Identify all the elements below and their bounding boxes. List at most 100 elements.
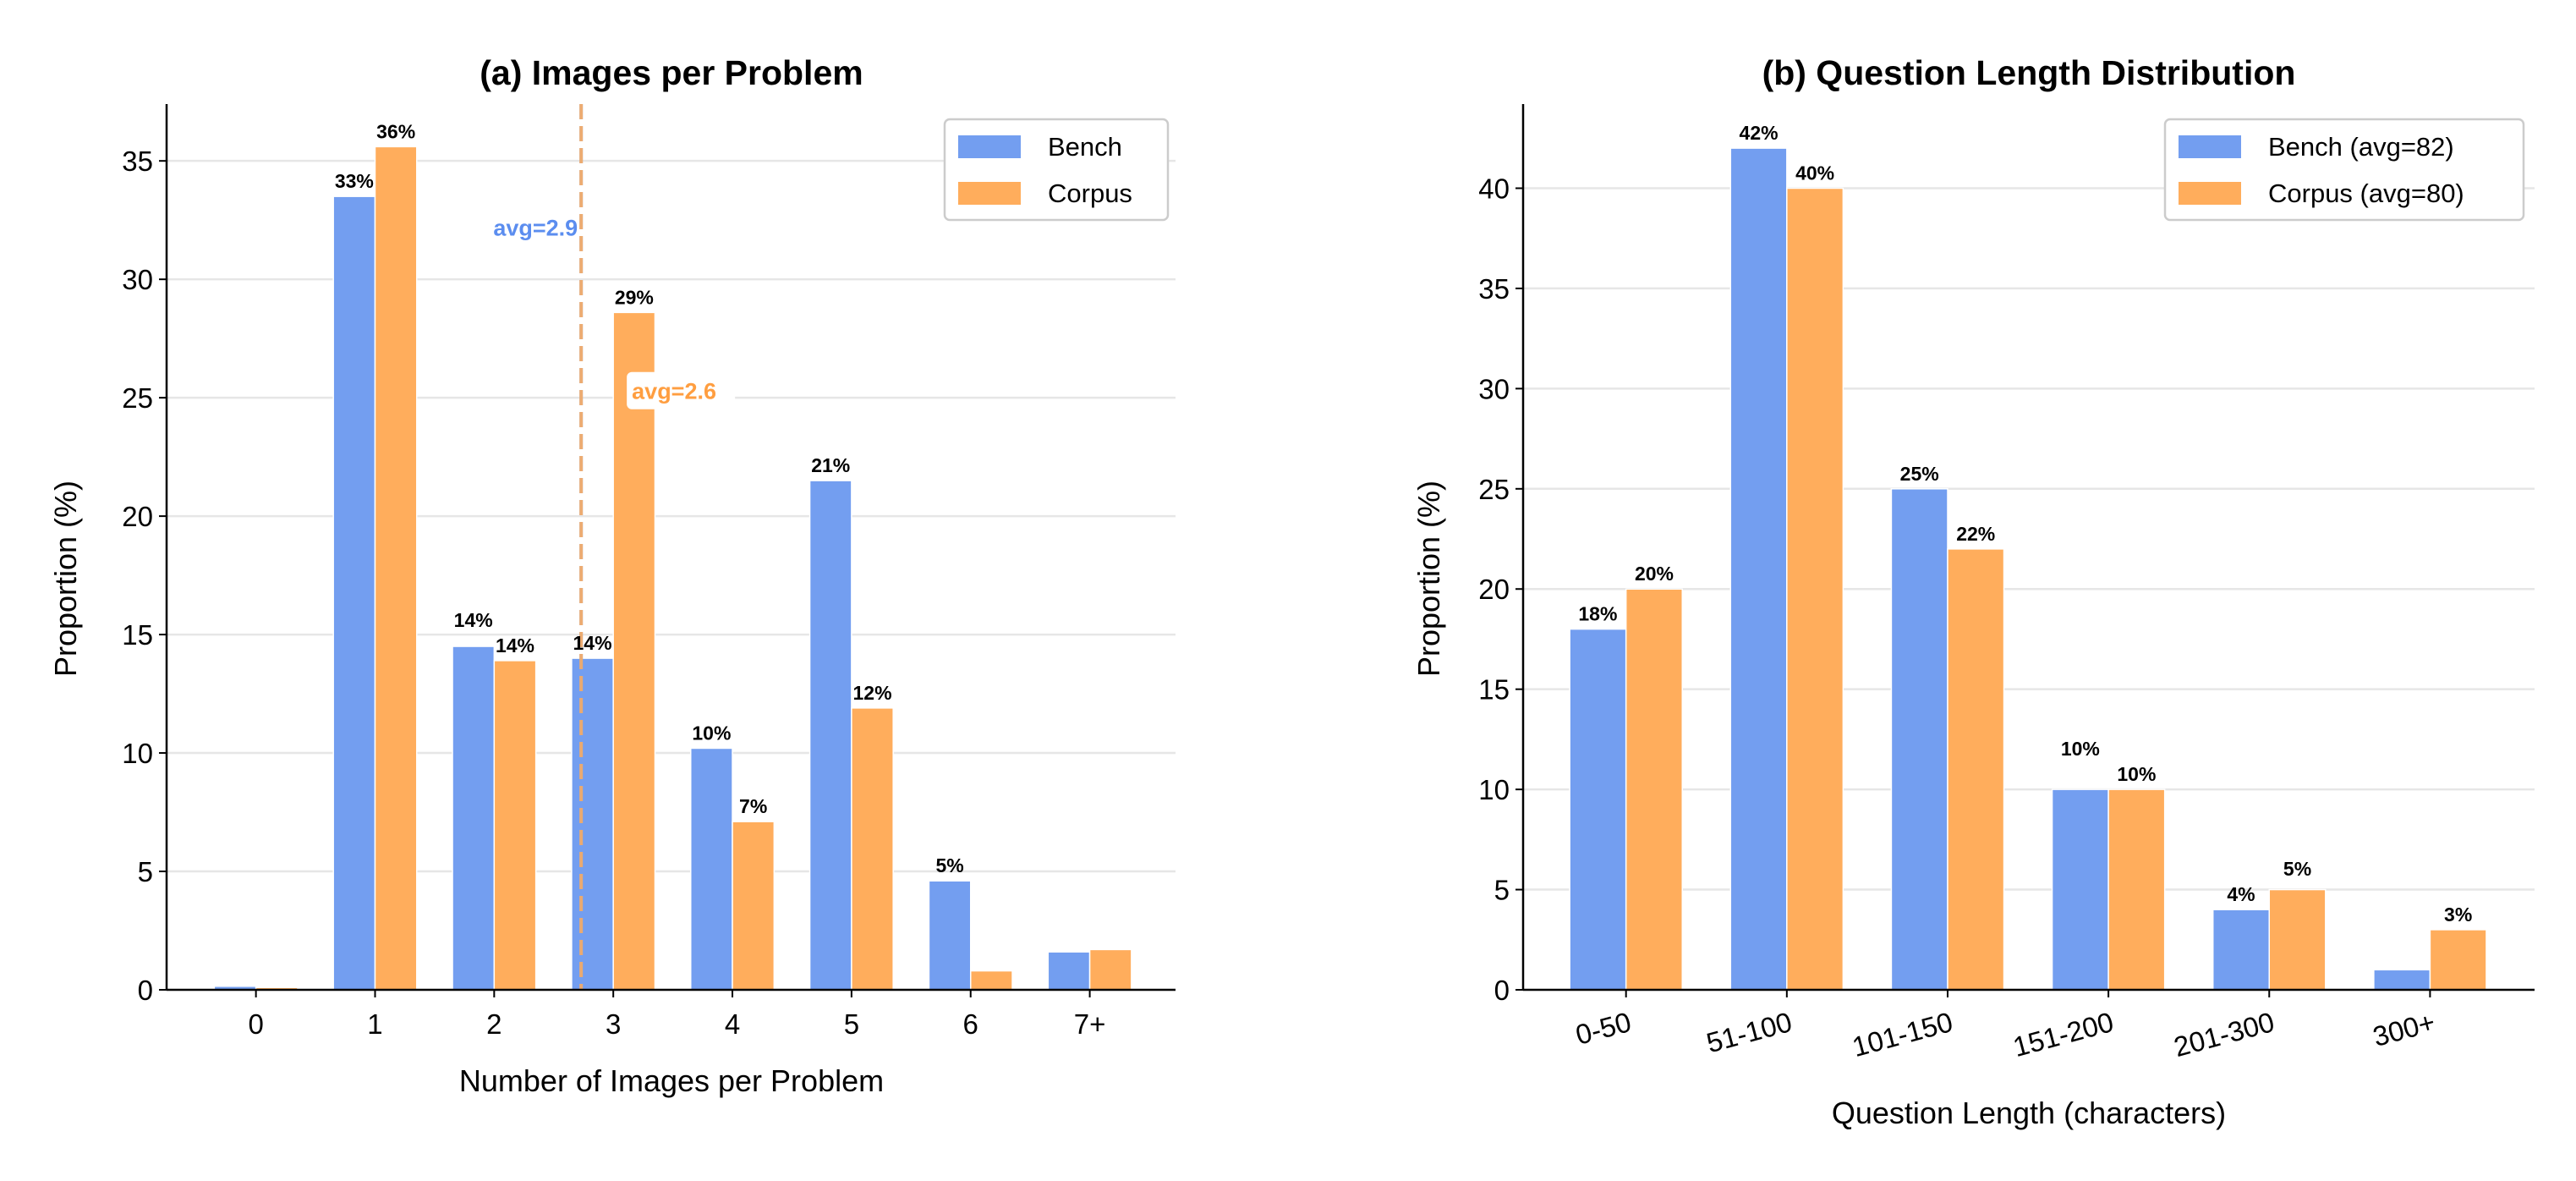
y-tick-label: 10: [122, 738, 153, 769]
x-tick-label: 201-300: [2171, 1006, 2278, 1063]
bar-corpus: [493, 660, 537, 991]
x-tick-label: 4: [725, 1008, 740, 1040]
x-tick-label: 101-150: [1849, 1006, 1956, 1063]
bar-bench: [2051, 788, 2109, 991]
bar-value-label: 21%: [811, 454, 850, 476]
y-tick-label: 5: [138, 856, 153, 887]
bar-value-label: 36%: [376, 120, 415, 142]
bar-bench: [1047, 951, 1091, 991]
bar-corpus: [1625, 588, 1683, 991]
bar-value-label: 10%: [2117, 763, 2156, 785]
bar-bench: [1569, 628, 1627, 991]
y-axis-label: Proportion (%): [48, 481, 83, 677]
x-tick-label: 1: [367, 1008, 382, 1040]
bar-value-label: 14%: [454, 609, 493, 631]
bar-value-label: 18%: [1578, 603, 1617, 625]
chart-title: (a) Images per Problem: [480, 53, 863, 92]
bar-bench: [689, 747, 733, 991]
x-tick-label: 7+: [1074, 1008, 1106, 1040]
bar-corpus: [374, 146, 418, 991]
bar-corpus: [1947, 548, 2005, 991]
bar-bench: [1890, 488, 1948, 991]
bar-value-label: 25%: [1900, 463, 1939, 485]
y-tick-label: 0: [1494, 975, 1510, 1006]
y-tick-label: 5: [1494, 875, 1510, 906]
legend-label-corpus: Corpus (avg=80): [2268, 179, 2464, 208]
bar-value-label: 33%: [335, 170, 374, 192]
y-tick-label: 20: [1478, 574, 1510, 605]
x-axis-label: Number of Images per Problem: [459, 1063, 884, 1098]
y-tick-label: 35: [1478, 273, 1510, 305]
legend-swatch-bench: [2179, 135, 2241, 158]
bar-corpus: [1786, 187, 1844, 991]
legend-swatch-corpus: [2179, 182, 2241, 205]
bar-value-label: 22%: [1956, 523, 1995, 545]
bar-corpus: [2429, 929, 2487, 991]
y-tick-label: 15: [122, 619, 153, 651]
bar-bench: [571, 657, 614, 991]
y-tick-label: 30: [1478, 373, 1510, 404]
legend-box: [2163, 118, 2525, 222]
x-tick-label: 151-200: [2009, 1006, 2117, 1063]
legend-swatch-bench: [958, 135, 1021, 158]
bar-bench: [2212, 909, 2271, 991]
avg-annotation-corpus: avg=2.6: [632, 379, 716, 404]
y-tick-label: 30: [122, 264, 153, 295]
legend: Bench (avg=82) Corpus (avg=80): [2163, 118, 2525, 222]
bar-value-label: 14%: [573, 632, 612, 654]
bar-value-label: 7%: [739, 795, 767, 817]
x-tick-label: 3: [606, 1008, 621, 1040]
x-tick-label: 51-100: [1703, 1006, 1795, 1058]
bar-value-label: 10%: [692, 722, 731, 744]
avg-annotation-bench: avg=2.9: [493, 216, 578, 241]
bar-value-label: 29%: [615, 286, 654, 308]
bar-value-label: 40%: [1795, 162, 1834, 184]
y-tick-label: 15: [1478, 674, 1510, 706]
legend-label-corpus: Corpus: [1048, 179, 1132, 208]
bar-value-label: 20%: [1635, 563, 1674, 585]
chart-title: (b) Question Length Distribution: [1762, 53, 2296, 92]
bar-corpus: [969, 970, 1013, 991]
y-tick-label: 10: [1478, 774, 1510, 805]
bar-bench: [452, 645, 496, 991]
bar-bench: [1729, 147, 1788, 991]
legend: Bench Corpus: [943, 118, 1170, 222]
bar-bench: [2373, 969, 2431, 991]
x-tick-label: 6: [963, 1008, 978, 1040]
bar-value-label: 42%: [1740, 122, 1779, 144]
legend-label-bench: Bench (avg=82): [2268, 132, 2454, 162]
y-tick-label: 25: [1478, 474, 1510, 505]
bar-value-label: 5%: [2283, 858, 2311, 880]
x-tick-label: 0-50: [1572, 1006, 1634, 1051]
y-tick-label: 0: [138, 975, 153, 1006]
bar-bench: [928, 880, 972, 991]
bar-corpus: [732, 821, 776, 991]
bar-value-label: 10%: [2061, 738, 2100, 760]
bar-corpus: [612, 311, 656, 991]
y-tick-label: 35: [122, 146, 153, 177]
x-tick-label: 300+: [2370, 1006, 2438, 1052]
annotation-background: [627, 371, 736, 409]
y-tick-label: 40: [1478, 173, 1510, 204]
bar-value-label: 14%: [496, 634, 534, 656]
bar-corpus: [851, 707, 894, 991]
bar-corpus: [2268, 888, 2327, 991]
x-tick-label: 2: [486, 1008, 501, 1040]
y-tick-label: 20: [122, 501, 153, 532]
bar-value-label: 4%: [2227, 883, 2255, 905]
legend-swatch-corpus: [958, 182, 1021, 205]
bar-bench: [332, 195, 376, 991]
bar-value-label: 3%: [2444, 904, 2472, 926]
bar-corpus: [2107, 788, 2166, 991]
bar-value-label: 12%: [853, 682, 892, 704]
y-axis-label: Proportion (%): [1411, 481, 1446, 677]
x-tick-label: 5: [844, 1008, 859, 1040]
legend-label-bench: Bench: [1048, 132, 1122, 162]
chart-question-length: (b) Question Length Distribution Questio…: [1411, 53, 2535, 1130]
x-tick-label: 0: [248, 1008, 263, 1040]
x-axis-label: Question Length (characters): [1832, 1096, 2226, 1130]
bar-bench: [808, 480, 852, 991]
bar-value-label: 5%: [935, 854, 963, 876]
y-tick-label: 25: [122, 382, 153, 414]
bar-corpus: [1088, 948, 1132, 991]
